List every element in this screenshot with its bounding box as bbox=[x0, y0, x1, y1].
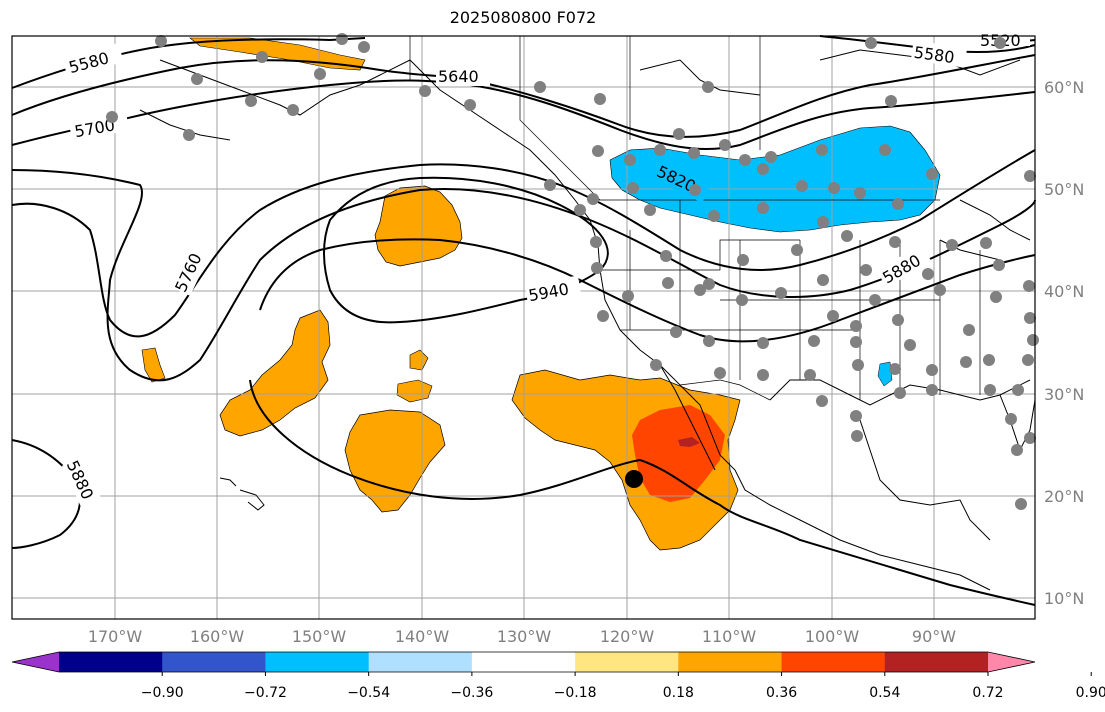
colorbar-tick-label: 0.90 bbox=[1076, 685, 1105, 701]
colorbar-segment bbox=[678, 652, 783, 672]
orange-blob-central-pacific bbox=[219, 309, 331, 437]
lon-label-170: 170°W bbox=[88, 627, 143, 646]
colorbar-outline bbox=[11, 651, 1036, 673]
colorbar-extend-min bbox=[12, 652, 59, 672]
lat-label-60: 60°N bbox=[1044, 78, 1084, 97]
contour-label-5640: 5640 bbox=[438, 67, 479, 86]
colorbar-tick-label: 0.72 bbox=[972, 685, 1003, 701]
lon-label-120: 120°W bbox=[600, 627, 655, 646]
contour-5580-west bbox=[11, 37, 366, 89]
lat-label-50: 50°N bbox=[1044, 180, 1084, 199]
colorbar-segment bbox=[368, 652, 473, 672]
lat-label-30: 30°N bbox=[1044, 385, 1084, 404]
map-frame bbox=[11, 35, 1036, 620]
shaded-fields bbox=[141, 37, 941, 551]
lon-label-90: 90°W bbox=[912, 627, 956, 646]
contour-5640 bbox=[11, 54, 1036, 138]
orange-blob-south-pacific bbox=[344, 409, 446, 513]
contour-5820 bbox=[11, 169, 1036, 382]
red-core bbox=[632, 405, 725, 502]
contour-5940 bbox=[323, 176, 609, 324]
contour-5880-east bbox=[259, 238, 1036, 343]
gridlines bbox=[12, 36, 1035, 619]
lon-label-130: 130°W bbox=[497, 627, 552, 646]
lat-label-40: 40°N bbox=[1044, 282, 1084, 301]
colorbar-segment bbox=[162, 652, 266, 672]
colorbar-tick-label: −0.72 bbox=[244, 685, 287, 701]
station-markers bbox=[106, 33, 1039, 510]
colorbar-tick-label: −0.54 bbox=[347, 685, 390, 701]
orange-blob-small-2 bbox=[396, 379, 433, 403]
colorbar-extend-max bbox=[988, 652, 1035, 672]
colorbar-tick-label: 0.36 bbox=[766, 685, 797, 701]
colorbar-tick-label: 0.54 bbox=[869, 685, 900, 701]
lon-label-100: 100°W bbox=[805, 627, 860, 646]
colorbar-segment bbox=[781, 652, 886, 672]
latitude-labels: 60°N 50°N 40°N 30°N 20°N 10°N bbox=[1044, 78, 1084, 608]
map-title: 2025080800 F072 bbox=[449, 8, 597, 27]
orange-blob-small-1 bbox=[409, 349, 429, 371]
colorbar-segment bbox=[471, 652, 576, 672]
lon-label-160: 160°W bbox=[190, 627, 245, 646]
colorbar-tick-label: −0.36 bbox=[450, 685, 493, 701]
blue-band bbox=[609, 125, 941, 233]
lon-label-150: 150°W bbox=[292, 627, 347, 646]
contour-5900-loop bbox=[249, 379, 1036, 606]
lon-label-140: 140°W bbox=[395, 627, 450, 646]
colorbar-segment bbox=[265, 652, 370, 672]
colorbar bbox=[11, 651, 1092, 676]
colorbar-tick-labels: −0.90 −0.72 −0.54 −0.36 −0.18 0.18 0.36 0.54 0.7… bbox=[141, 685, 1105, 701]
colorbar-tick-label: −0.18 bbox=[554, 685, 597, 701]
height-contours bbox=[11, 35, 1036, 606]
lon-label-110: 110°W bbox=[702, 627, 757, 646]
colorbar-segment bbox=[575, 652, 679, 672]
colorbar-tick-label: −0.90 bbox=[141, 685, 184, 701]
longitude-labels: 170°W 160°W 150°W 140°W 130°W 120°W 110°… bbox=[88, 627, 956, 646]
orange-blob-small-3 bbox=[141, 347, 166, 383]
colorbar-tick-label: 0.18 bbox=[663, 685, 694, 701]
lat-label-10: 10°N bbox=[1044, 589, 1084, 608]
colorbar-segment bbox=[59, 652, 163, 672]
lat-label-20: 20°N bbox=[1044, 487, 1084, 506]
lightblue-patch bbox=[877, 361, 893, 387]
colorbar-segment bbox=[884, 652, 989, 672]
contour-5760 bbox=[11, 149, 1036, 338]
darkred-core bbox=[678, 437, 700, 447]
contour-5700 bbox=[11, 79, 1036, 150]
contour-5880-main bbox=[11, 439, 81, 549]
storm-center-marker bbox=[625, 470, 643, 488]
